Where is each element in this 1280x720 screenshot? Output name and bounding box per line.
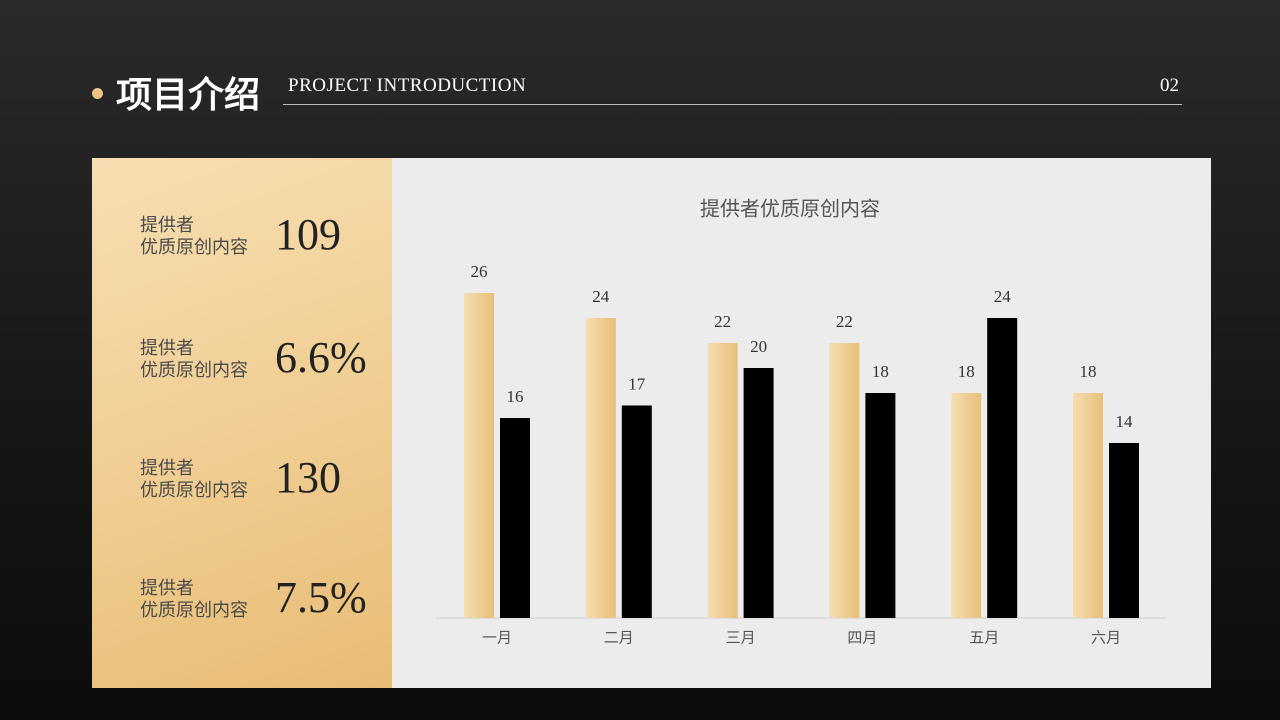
x-tick-label: 二月 [604, 629, 634, 647]
title-dot [92, 88, 103, 99]
stat-label-line: 优质原创内容 [140, 480, 248, 501]
bar [865, 393, 896, 618]
stat-label: 提供者 优质原创内容 [140, 215, 248, 259]
bar [743, 368, 774, 618]
data-label: 18 [958, 362, 975, 381]
x-tick-label: 四月 [847, 629, 877, 647]
x-tick-label: 三月 [726, 629, 756, 647]
bar [951, 393, 982, 618]
data-label: 18 [872, 362, 889, 381]
bar [500, 418, 530, 618]
stat-label-line: 优质原创内容 [140, 237, 248, 258]
stats-panel: 提供者 优质原创内容 109 提供者 优质原创内容 6.6% 提供者 优质原创内容 130 提供者… [92, 158, 392, 688]
stat-label-line: 提供者 [140, 215, 194, 236]
bar [585, 318, 616, 618]
data-label: 26 [471, 262, 488, 281]
page-number: 02 [1160, 75, 1179, 96]
stat-label: 提供者 优质原创内容 [140, 338, 248, 382]
data-label: 20 [750, 337, 767, 356]
stat-value: 6.6% [275, 333, 367, 382]
bar [464, 293, 494, 618]
bar [1109, 443, 1139, 618]
stat-label: 提供者 优质原创内容 [140, 578, 248, 622]
chart-title: 提供者优质原创内容 [700, 197, 880, 221]
bar [707, 343, 738, 618]
x-tick-label: 五月 [969, 629, 999, 647]
data-label: 17 [628, 374, 646, 393]
stat-value: 109 [275, 210, 341, 259]
stat-value: 130 [275, 453, 341, 502]
bar [621, 405, 652, 618]
bar [829, 343, 860, 618]
stat-value: 7.5% [275, 573, 367, 622]
x-tick-label: 六月 [1091, 629, 1121, 647]
stat-label-line: 优质原创内容 [140, 600, 248, 621]
data-label: 14 [1116, 412, 1134, 431]
stat-label-line: 提供者 [140, 338, 194, 359]
stat-label-line: 提供者 [140, 578, 194, 599]
header-rule [283, 104, 1182, 105]
stat-label: 提供者 优质原创内容 [140, 458, 248, 502]
stat-label-line: 优质原创内容 [140, 360, 248, 381]
x-tick-label: 一月 [482, 629, 512, 647]
bar [987, 318, 1018, 618]
slide-title: 项目介绍 [116, 75, 261, 116]
data-label: 22 [836, 312, 853, 331]
bar [1073, 393, 1103, 618]
slide-subtitle: PROJECT INTRODUCTION [288, 75, 527, 96]
stat-label-line: 提供者 [140, 458, 194, 479]
data-label: 24 [994, 287, 1012, 306]
data-label: 22 [714, 312, 731, 331]
data-label: 16 [507, 387, 524, 406]
data-label: 18 [1080, 362, 1097, 381]
data-label: 24 [592, 287, 610, 306]
